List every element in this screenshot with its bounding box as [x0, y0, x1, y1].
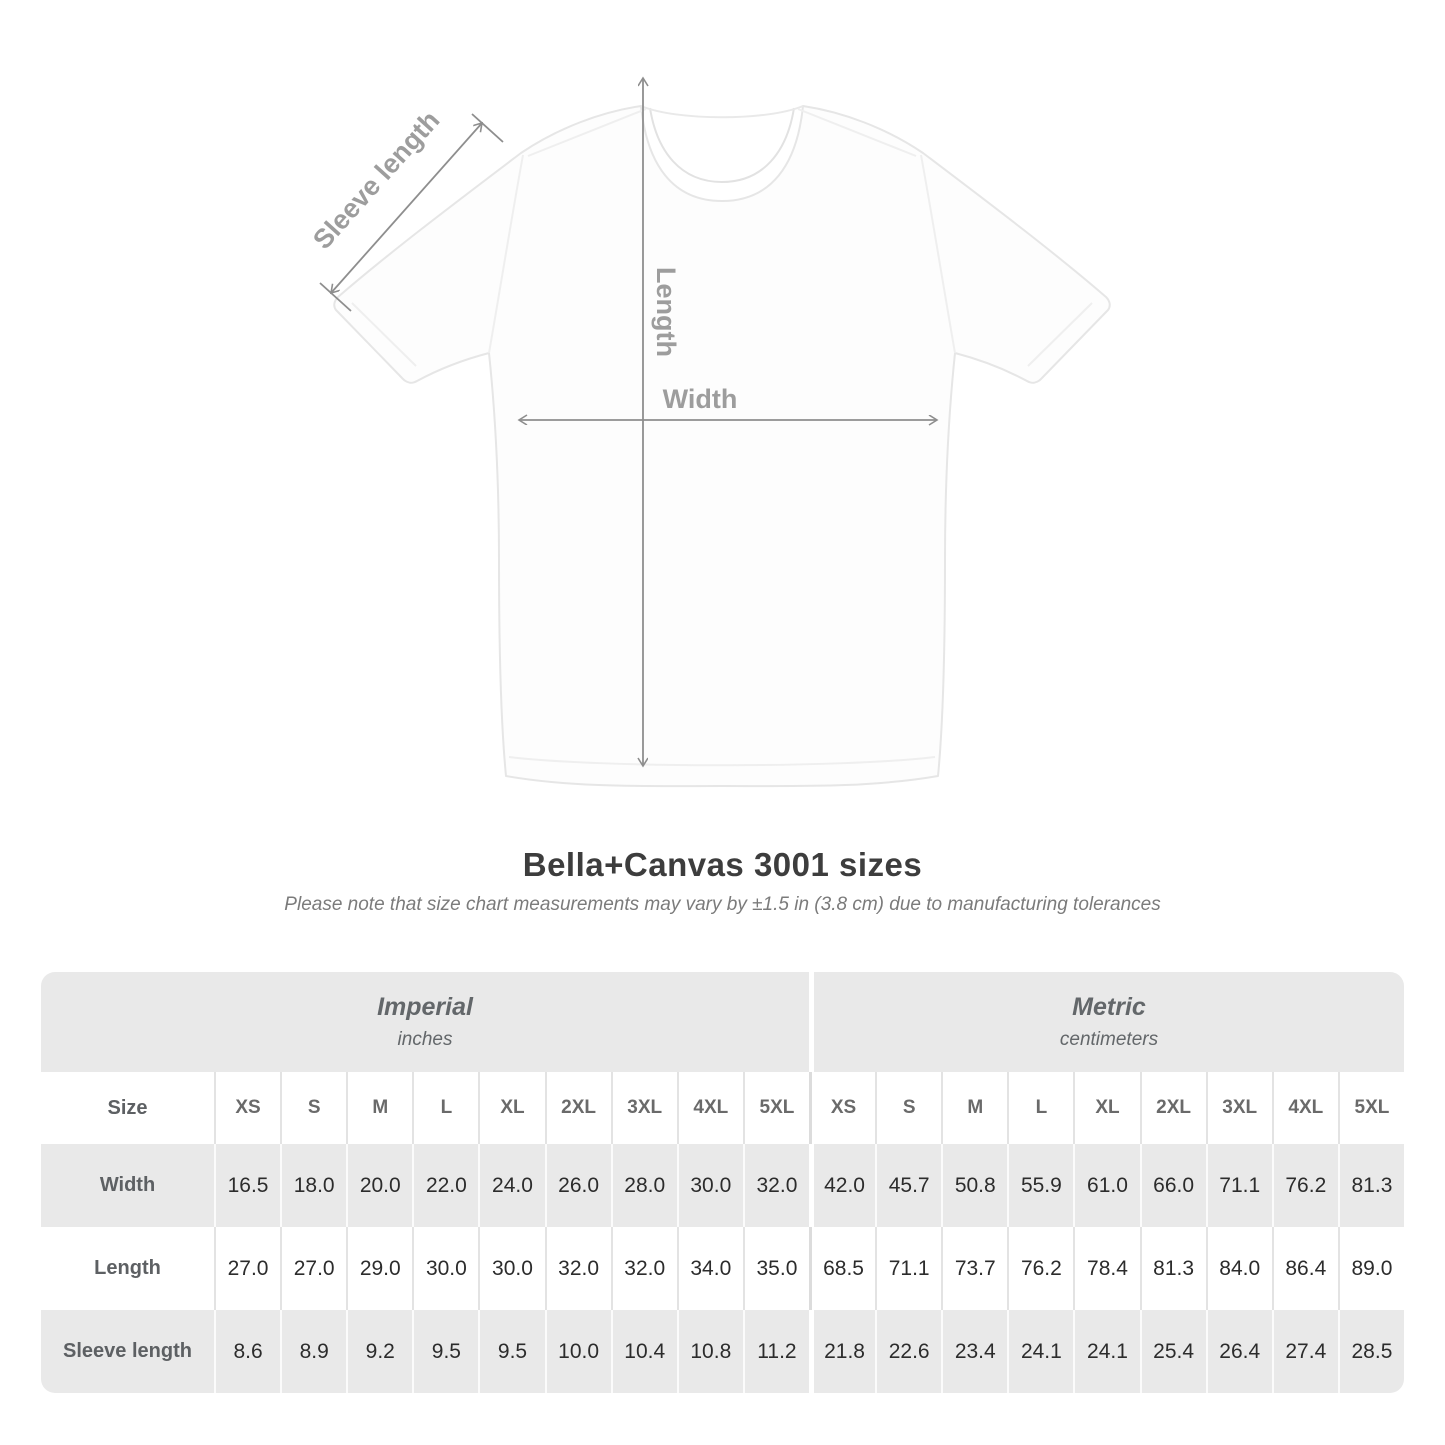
- shirt-seams: [351, 108, 1093, 767]
- table-cell: 86.4: [1271, 1227, 1338, 1310]
- row-label: Length: [41, 1227, 214, 1310]
- table-cell: 16.5: [214, 1144, 281, 1227]
- table-cell: 89.0: [1337, 1227, 1404, 1310]
- unit-sub-imperial: inches: [397, 1029, 453, 1050]
- table-cell: 24.1: [1073, 1310, 1140, 1393]
- table-cell: 78.4: [1073, 1227, 1140, 1310]
- table-cell: 10.4: [610, 1310, 677, 1393]
- table-cell: 71.1: [1205, 1144, 1272, 1227]
- table-cell: 68.5: [809, 1227, 876, 1310]
- table-cell: 23.4: [941, 1310, 1008, 1393]
- table-cell: 55.9: [1007, 1144, 1074, 1227]
- table-cell: 9.5: [478, 1310, 545, 1393]
- size-header-cell: 5XL: [742, 1072, 809, 1144]
- table-cell: 35.0: [742, 1227, 809, 1310]
- table-cell: 29.0: [346, 1227, 413, 1310]
- table-cell: 22.0: [412, 1144, 479, 1227]
- table-cell: 61.0: [1073, 1144, 1140, 1227]
- size-header-cell: XL: [1073, 1072, 1140, 1144]
- unit-sub-metric: centimeters: [1059, 1029, 1159, 1050]
- table-cell: 9.5: [412, 1310, 479, 1393]
- collar-back-line: [640, 105, 804, 119]
- table-cell: 32.0: [742, 1144, 809, 1227]
- unit-name-metric: Metric: [1072, 993, 1146, 1021]
- sleeve-length-arrow: [331, 123, 482, 293]
- table-cell: 8.9: [280, 1310, 347, 1393]
- table-cell: 22.6: [875, 1310, 942, 1393]
- sleeve-arrow-tick-bottom: [319, 282, 352, 312]
- table-cell: 26.4: [1205, 1310, 1272, 1393]
- page-subtitle: Please note that size chart measurements…: [284, 894, 1161, 915]
- row-label: Sleeve length: [41, 1310, 214, 1393]
- table-cell: 27.4: [1271, 1310, 1338, 1393]
- size-header-cell: 4XL: [676, 1072, 743, 1144]
- table-cell: 28.0: [610, 1144, 677, 1227]
- unit-header-metric: Metric centimeters: [809, 972, 1404, 1072]
- table-cell: 27.0: [280, 1227, 347, 1310]
- table-cell: 20.0: [346, 1144, 413, 1227]
- size-table: Imperial inches Metric centimeters Size …: [41, 972, 1404, 1393]
- table-cell: 73.7: [941, 1227, 1008, 1310]
- size-header-cell: S: [280, 1072, 347, 1144]
- table-cell: 24.1: [1007, 1310, 1074, 1393]
- table-cell: 71.1: [875, 1227, 942, 1310]
- size-header-cell: M: [941, 1072, 1008, 1144]
- measurement-arrows: [319, 78, 937, 766]
- table-cell: 32.0: [610, 1227, 677, 1310]
- table-cell: 34.0: [676, 1227, 743, 1310]
- tshirt-diagram: Sleeve length Length Width: [307, 0, 1111, 788]
- table-cell: 18.0: [280, 1144, 347, 1227]
- unit-header-imperial: Imperial inches: [41, 972, 809, 1072]
- size-header-cell: 3XL: [610, 1072, 677, 1144]
- table-cell: 50.8: [941, 1144, 1008, 1227]
- table-cell: 66.0: [1139, 1144, 1206, 1227]
- size-header-cell: XL: [478, 1072, 545, 1144]
- collar-inner-line: [649, 107, 795, 184]
- table-cell: 81.3: [1139, 1227, 1206, 1310]
- table-cell: 81.3: [1337, 1144, 1404, 1227]
- table-cell: 45.7: [875, 1144, 942, 1227]
- table-cell: 30.0: [412, 1227, 479, 1310]
- size-header-cell: 4XL: [1271, 1072, 1338, 1144]
- size-header-cell: XS: [214, 1072, 281, 1144]
- table-cell: 42.0: [809, 1144, 876, 1227]
- table-cell: 84.0: [1205, 1227, 1272, 1310]
- size-header-cell: XS: [809, 1072, 876, 1144]
- table-cell: 25.4: [1139, 1310, 1206, 1393]
- table-cell: 8.6: [214, 1310, 281, 1393]
- table-cell: 24.0: [478, 1144, 545, 1227]
- table-cell: 30.0: [478, 1227, 545, 1310]
- length-label: Length: [651, 267, 681, 357]
- size-column-header: Size: [41, 1072, 214, 1144]
- width-label: Width: [663, 384, 738, 414]
- table-cell: 21.8: [809, 1310, 876, 1393]
- size-header-cell: 2XL: [1139, 1072, 1206, 1144]
- size-header-cell: L: [412, 1072, 479, 1144]
- table-cell: 76.2: [1271, 1144, 1338, 1227]
- sleeve-arrow-tick-top: [471, 113, 504, 143]
- table-cell: 76.2: [1007, 1227, 1074, 1310]
- size-header-cell: S: [875, 1072, 942, 1144]
- tshirt-silhouette: [333, 105, 1111, 788]
- unit-name-imperial: Imperial: [377, 993, 473, 1021]
- table-cell: 26.0: [544, 1144, 611, 1227]
- size-header-cell: 5XL: [1337, 1072, 1404, 1144]
- size-header-cell: M: [346, 1072, 413, 1144]
- table-cell: 11.2: [742, 1310, 809, 1393]
- table-cell: 10.8: [676, 1310, 743, 1393]
- row-label: Width: [41, 1144, 214, 1227]
- table-cell: 9.2: [346, 1310, 413, 1393]
- page-title: Bella+Canvas 3001 sizes: [522, 846, 923, 883]
- table-cell: 30.0: [676, 1144, 743, 1227]
- size-header-cell: 2XL: [544, 1072, 611, 1144]
- size-header-cell: 3XL: [1205, 1072, 1272, 1144]
- table-cell: 32.0: [544, 1227, 611, 1310]
- table-cell: 27.0: [214, 1227, 281, 1310]
- tshirt-measurement-figure: Sleeve length Length Width: [307, 0, 1111, 788]
- table-cell: 10.0: [544, 1310, 611, 1393]
- size-header-cell: L: [1007, 1072, 1074, 1144]
- table-cell: 28.5: [1337, 1310, 1404, 1393]
